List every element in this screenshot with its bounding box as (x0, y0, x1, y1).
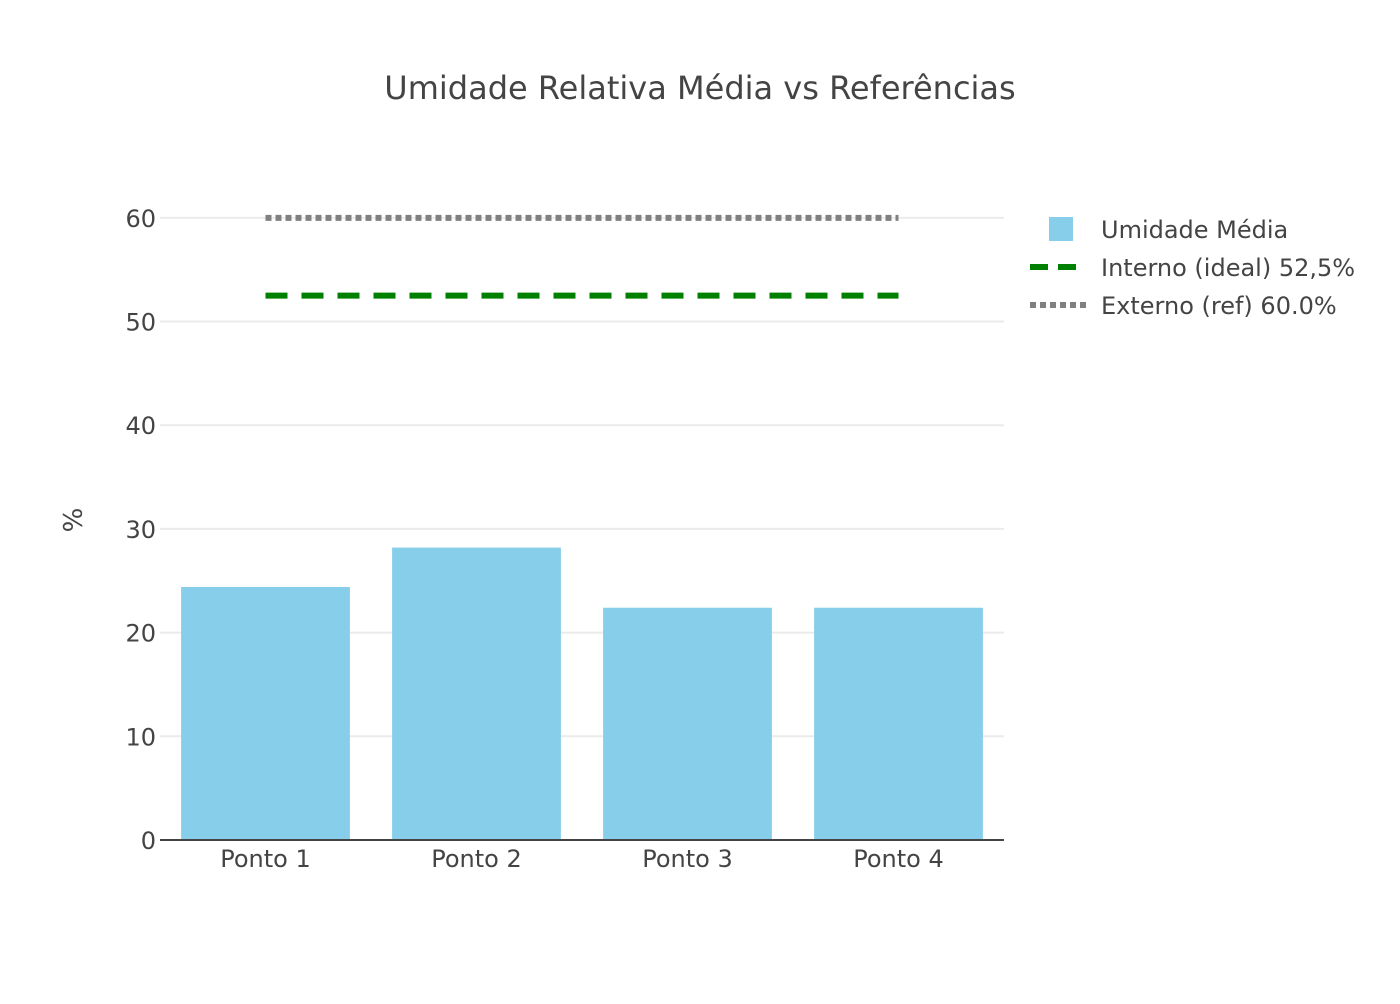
x-tick-label: Ponto 3 (642, 845, 733, 873)
x-tick-label: Ponto 1 (220, 845, 311, 873)
legend-item[interactable]: Externo (ref) 60.0% (1030, 292, 1337, 320)
y-tick-label: 60 (125, 205, 156, 233)
legend-label: Umidade Média (1101, 216, 1288, 244)
chart-title: Umidade Relativa Média vs Referências (384, 69, 1015, 107)
bar[interactable] (814, 607, 983, 840)
legend-item[interactable]: Umidade Média (1049, 216, 1288, 244)
legend-label: Interno (ideal) 52,5% (1101, 254, 1355, 282)
legend-label: Externo (ref) 60.0% (1101, 292, 1337, 320)
y-tick-label: 40 (125, 412, 156, 440)
legend-item[interactable]: Interno (ideal) 52,5% (1030, 254, 1355, 282)
y-tick-label: 10 (125, 723, 156, 751)
y-tick-label: 30 (125, 516, 156, 544)
bars-layer (181, 547, 983, 840)
y-tick-label: 0 (141, 827, 156, 855)
legend: Umidade Média Interno (ideal) 52,5% Extern… (1030, 216, 1355, 320)
x-tick-label: Ponto 4 (853, 845, 944, 873)
x-tick-label: Ponto 2 (431, 845, 522, 873)
y-tick-label: 20 (125, 620, 156, 648)
reference-lines-layer (265, 214, 899, 299)
bar[interactable] (603, 607, 772, 840)
bar[interactable] (181, 586, 350, 840)
y-tick-label: 50 (125, 309, 156, 337)
legend-swatch (1049, 217, 1073, 241)
bar[interactable] (392, 547, 561, 840)
axis-layer: 0 10 20 30 40 50 60 Ponto 1 Ponto 2 Ponto 3 Ponto … (125, 205, 1004, 873)
y-axis-label: % (59, 508, 89, 533)
